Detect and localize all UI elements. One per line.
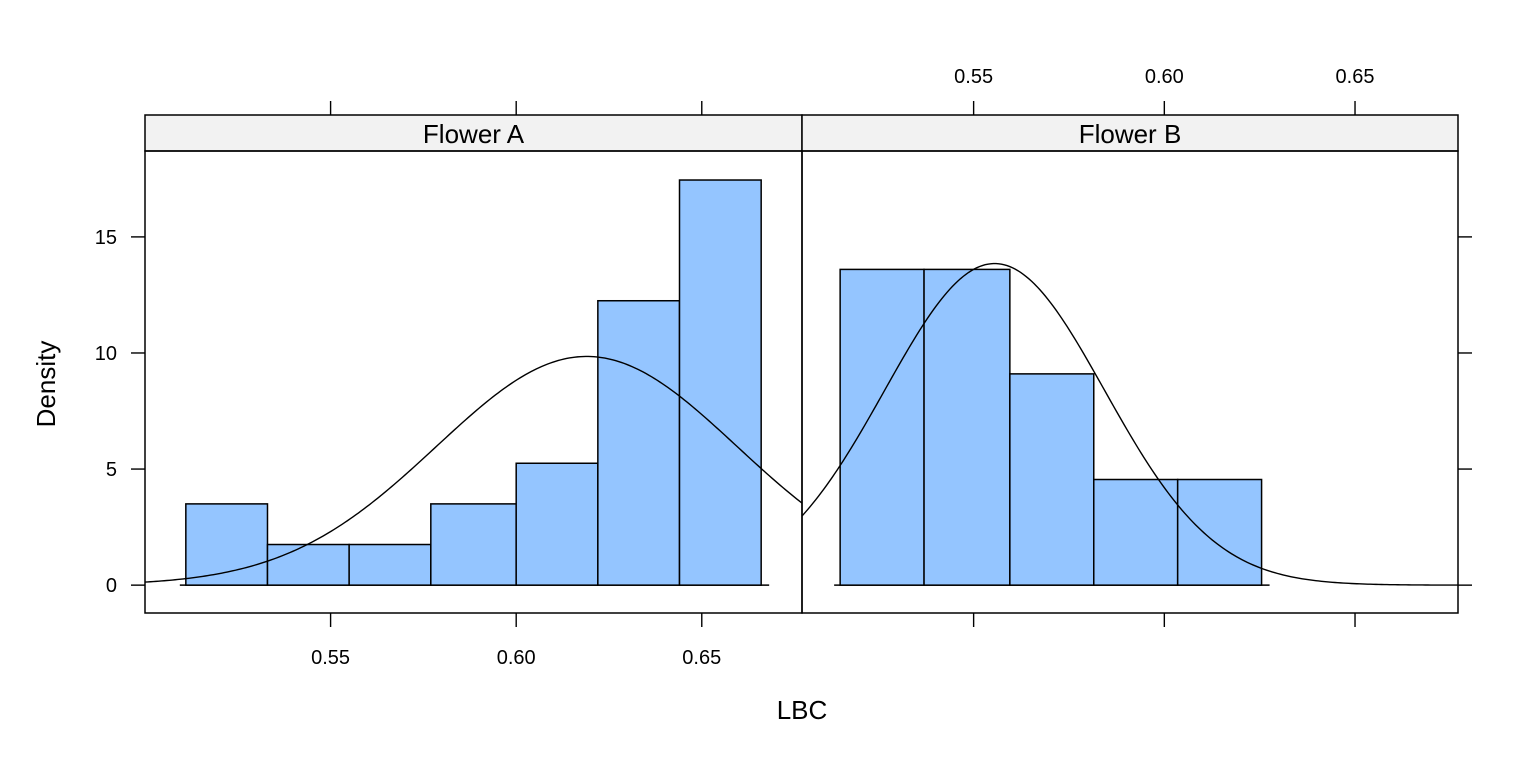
y-tick-label: 10	[95, 343, 117, 365]
density-curve	[145, 355, 802, 583]
panel-strip-label: Flower A	[423, 119, 525, 149]
panel-plot-area	[802, 262, 1458, 586]
histogram-bar	[348, 543, 432, 586]
x-tick-label: 0.60	[1145, 66, 1184, 88]
panel-flower-b: Flower B	[801, 114, 1459, 614]
x-tick-label: 0.60	[497, 647, 536, 669]
x-tick-label: 0.55	[311, 647, 350, 669]
panel-border	[801, 150, 1459, 614]
histogram-bar	[1009, 373, 1095, 586]
histogram-bar	[678, 179, 762, 586]
y-axis-title: Density	[31, 341, 61, 428]
histogram-bar	[430, 503, 517, 586]
x-tick-label: 0.55	[954, 66, 993, 88]
axes-layer: 0.55 0.60 0.65 0.55 0.60 0.65 0 5 10 15	[95, 66, 1472, 669]
histogram-bar	[515, 462, 599, 586]
panel-strip-label: Flower B	[1079, 119, 1182, 149]
panel-plot-area	[145, 179, 802, 586]
x-tick-label: 0.65	[1336, 66, 1375, 88]
histogram-bar	[1093, 478, 1179, 586]
panels-layer: Flower A Flower B	[144, 114, 1459, 614]
histogram-bar	[266, 543, 350, 586]
histogram-bar	[1176, 478, 1263, 586]
histogram-bar	[923, 268, 1011, 586]
panel-strip	[144, 114, 803, 152]
histogram-bar	[839, 268, 925, 586]
histogram-bar	[185, 503, 269, 586]
y-tick-label: 15	[95, 227, 117, 249]
density-curve	[802, 262, 1458, 586]
y-tick-label: 0	[106, 575, 117, 597]
histogram-bar	[597, 299, 681, 586]
y-tick-label: 5	[106, 459, 117, 481]
x-tick-label: 0.65	[682, 647, 721, 669]
x-axis-title: LBC	[777, 695, 828, 725]
panel-flower-a: Flower A	[144, 114, 803, 614]
